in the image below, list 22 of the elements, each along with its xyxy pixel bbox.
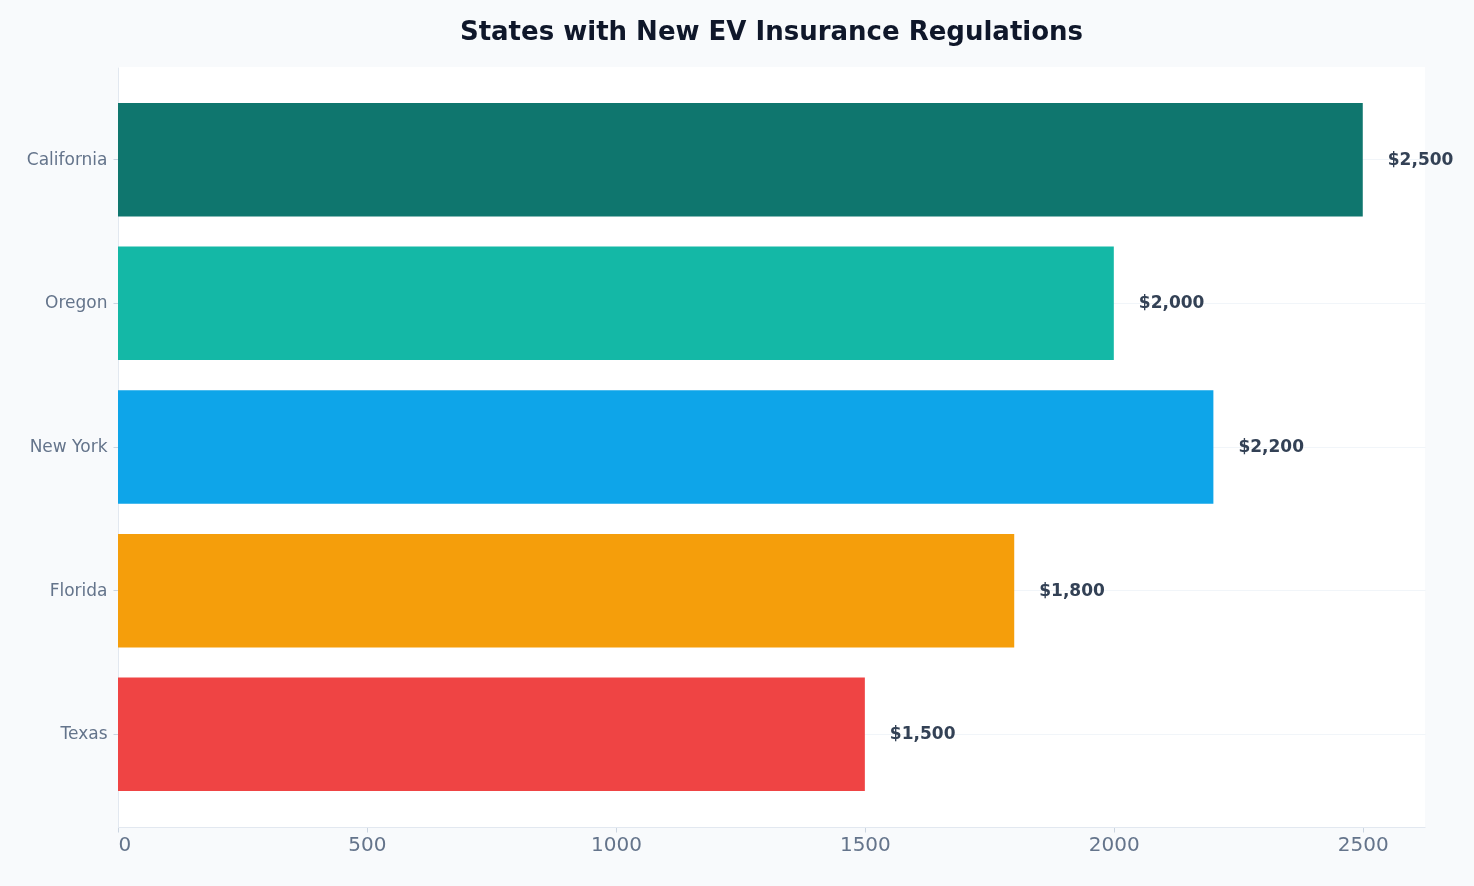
x-tick-label: 0 bbox=[118, 831, 132, 856]
data-label: $2,000 bbox=[1138, 292, 1205, 313]
chart-title: States with New EV Insurance Regulations bbox=[459, 16, 1084, 46]
x-tick-label: 500 bbox=[348, 831, 387, 856]
bar bbox=[118, 677, 865, 792]
data-label: $1,500 bbox=[889, 723, 956, 744]
y-tick-label: Florida bbox=[49, 579, 108, 600]
y-tick-label: California bbox=[26, 148, 108, 169]
data-label: $1,800 bbox=[1039, 579, 1105, 600]
x-tick-label: 1000 bbox=[590, 831, 642, 856]
x-tick-label: 1500 bbox=[839, 831, 891, 856]
x-tick-label: 2000 bbox=[1088, 831, 1140, 856]
y-tick-label: Texas bbox=[59, 723, 108, 744]
x-tick-label: 2500 bbox=[1337, 831, 1389, 856]
bar bbox=[118, 390, 1214, 504]
bar bbox=[118, 533, 1015, 648]
y-tick-label: New York bbox=[29, 436, 108, 456]
bar bbox=[118, 246, 1114, 361]
bar bbox=[118, 102, 1363, 217]
data-label: $2,200 bbox=[1238, 436, 1305, 456]
y-tick-label: Oregon bbox=[45, 292, 108, 313]
data-label: $2,500 bbox=[1387, 148, 1454, 169]
